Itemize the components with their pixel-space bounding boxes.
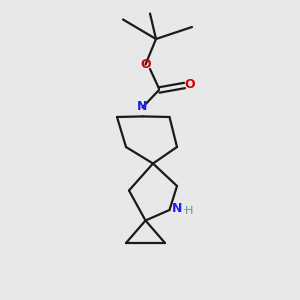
Text: N: N xyxy=(172,202,182,215)
Text: O: O xyxy=(140,58,151,71)
Text: ·: · xyxy=(182,204,187,218)
Text: N: N xyxy=(137,100,148,113)
Text: H: H xyxy=(185,206,193,217)
Text: O: O xyxy=(184,77,195,91)
